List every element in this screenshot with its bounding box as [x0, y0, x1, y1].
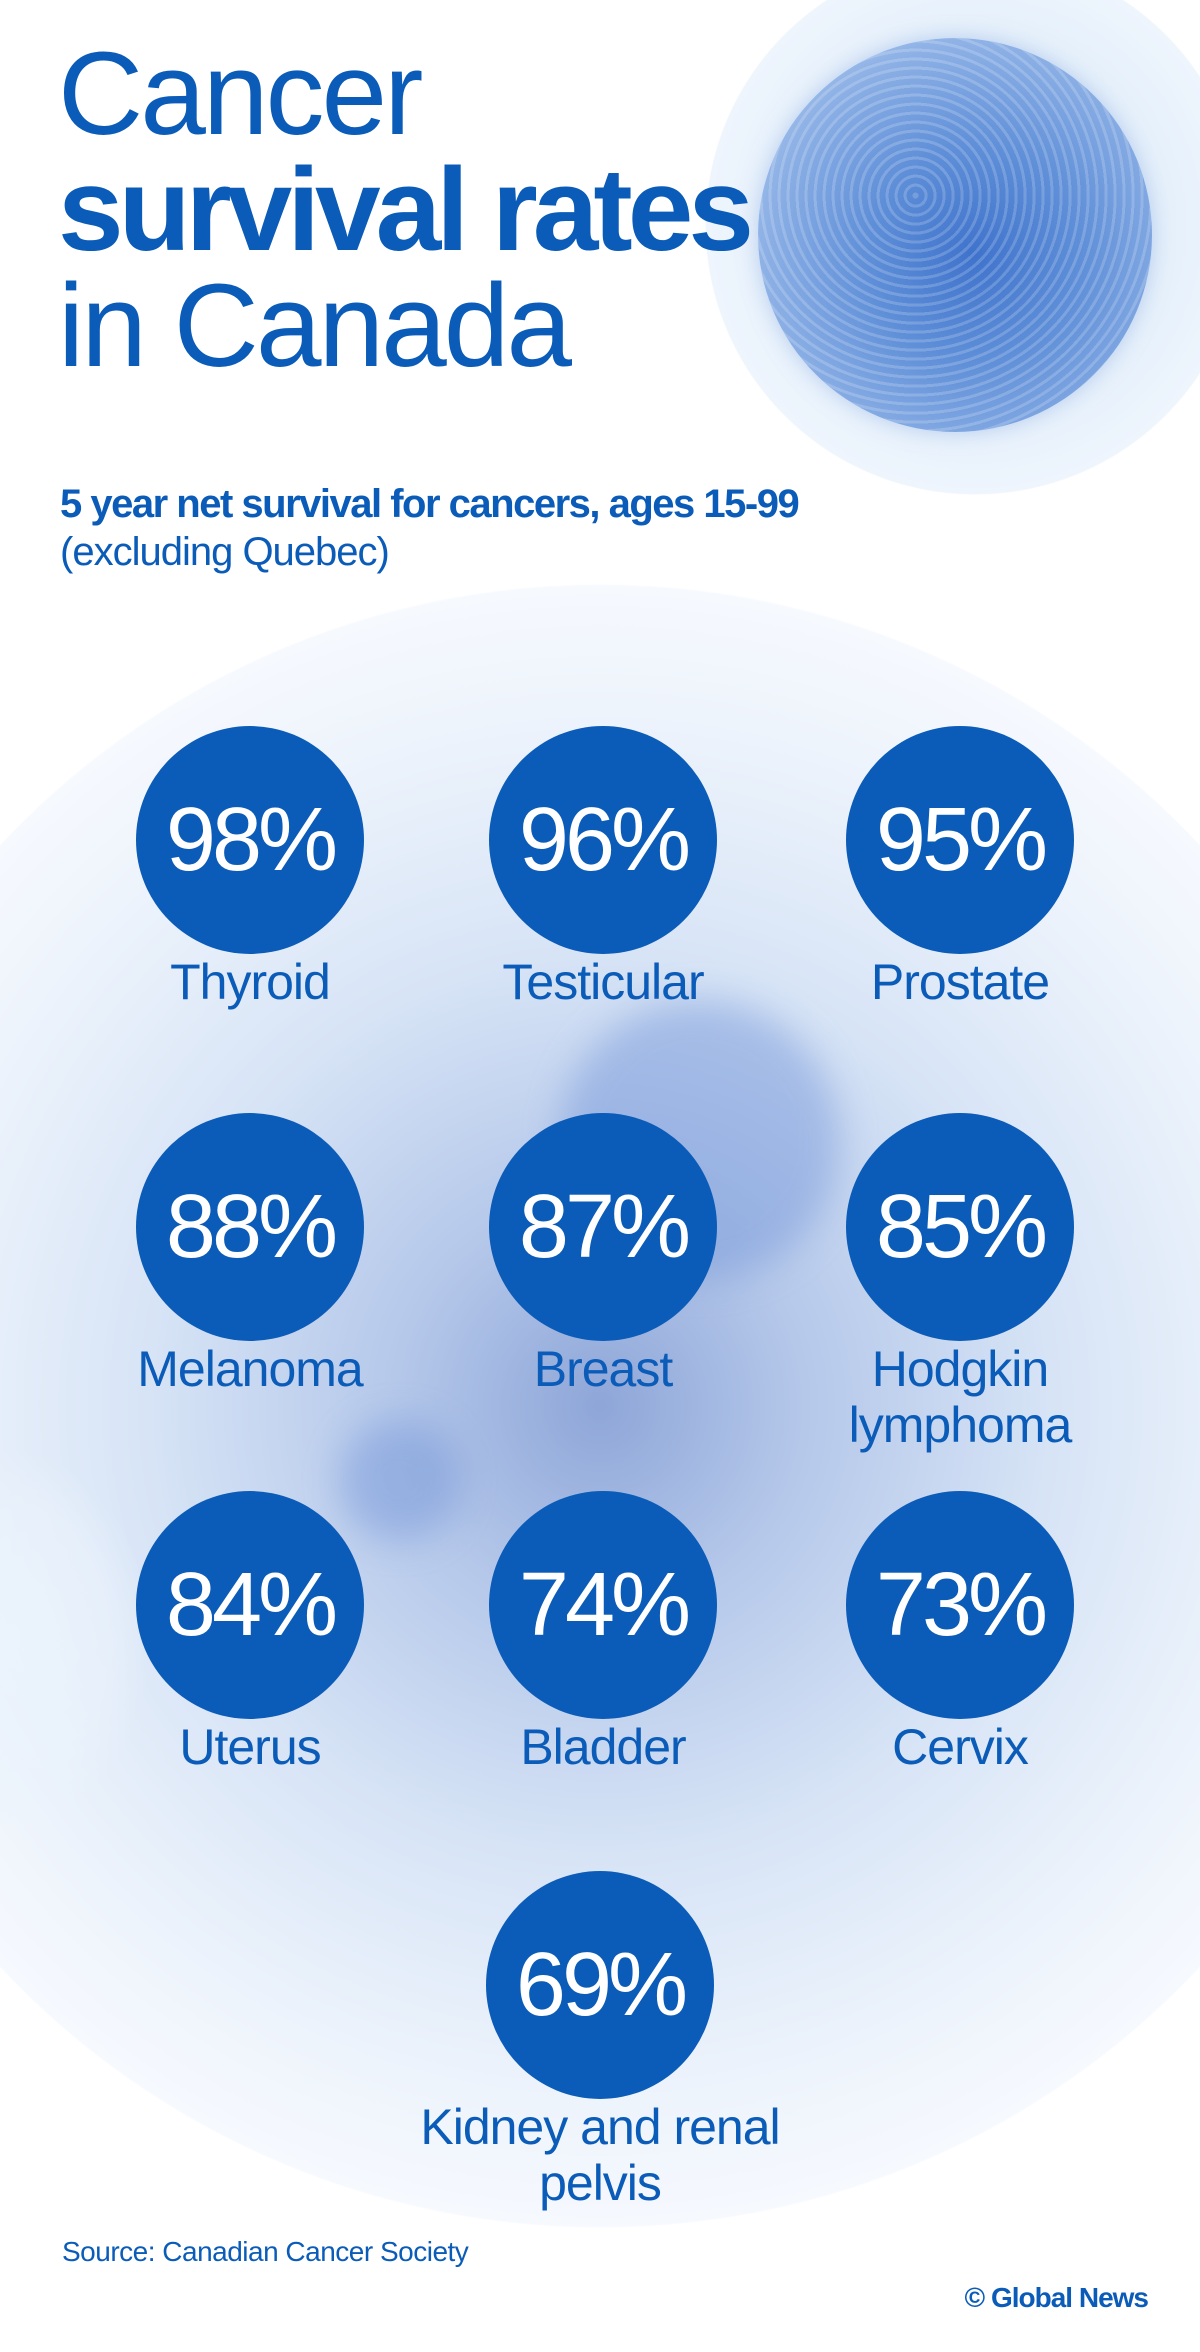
- cell-image: [758, 38, 1152, 432]
- stat-label: Prostate: [870, 954, 1050, 1010]
- stat-item: 73% Cervix: [750, 1491, 1170, 1775]
- title-line: survival rates: [58, 144, 754, 276]
- stat-value: 74%: [489, 1491, 717, 1719]
- stat-value: 73%: [846, 1491, 1074, 1719]
- stat-label: Hodgkin lymphoma: [848, 1341, 1073, 1453]
- stat-label: Melanoma: [137, 1341, 363, 1397]
- stat-item: 84% Uterus: [40, 1491, 460, 1775]
- title-line: Cancer: [58, 28, 423, 160]
- stat-item: 69% Kidney and renal pelvis: [390, 1871, 810, 2211]
- stat-value: 96%: [489, 726, 717, 954]
- stat-label: Testicular: [502, 954, 704, 1010]
- stat-label: Kidney and renal pelvis: [420, 2099, 780, 2211]
- stat-label: Breast: [533, 1341, 674, 1397]
- stat-value: 87%: [489, 1113, 717, 1341]
- source-note: Source: Canadian Cancer Society: [62, 2236, 469, 2267]
- stat-item: 85% Hodgkin lymphoma: [750, 1113, 1170, 1453]
- stat-item: 88% Melanoma: [40, 1113, 460, 1397]
- background-cell-left: [0, 1450, 160, 1830]
- stat-label: Uterus: [179, 1719, 321, 1775]
- title-line: in Canada: [58, 260, 572, 392]
- stat-item: 74% Bladder: [393, 1491, 813, 1775]
- stat-value: 85%: [846, 1113, 1074, 1341]
- stat-value: 84%: [136, 1491, 364, 1719]
- stat-item: 87% Breast: [393, 1113, 813, 1397]
- stat-item: 96% Testicular: [393, 726, 813, 1010]
- stat-item: 98% Thyroid: [40, 726, 460, 1010]
- page-title: Cancer survival rates in Canada: [58, 28, 754, 392]
- background-blob: [340, 1420, 460, 1540]
- stat-label: Bladder: [520, 1719, 686, 1775]
- stat-value: 69%: [486, 1871, 714, 2099]
- stat-value: 95%: [846, 726, 1074, 954]
- stat-value: 88%: [136, 1113, 364, 1341]
- stat-item: 95% Prostate: [750, 726, 1170, 1010]
- stat-label: Thyroid: [170, 954, 331, 1010]
- subtitle: 5 year net survival for cancers, ages 15…: [60, 482, 800, 526]
- credit: © Global News: [964, 2282, 1149, 2313]
- stat-label: Cervix: [892, 1719, 1029, 1775]
- subnote: (excluding Quebec): [60, 530, 390, 574]
- stat-value: 98%: [136, 726, 364, 954]
